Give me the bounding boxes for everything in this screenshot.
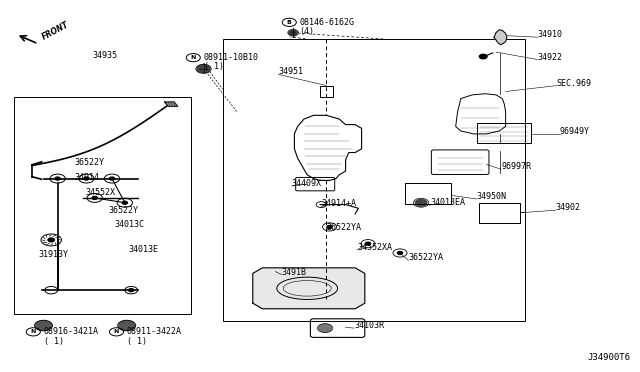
Text: 36522Y: 36522Y	[74, 158, 104, 167]
Circle shape	[129, 289, 134, 292]
Text: 08146-6162G: 08146-6162G	[300, 18, 355, 27]
Text: 34950N: 34950N	[477, 192, 507, 201]
Circle shape	[84, 177, 89, 180]
Text: 34910: 34910	[538, 30, 563, 39]
Bar	[320, 86, 333, 97]
Text: FRONT: FRONT	[40, 20, 70, 42]
Bar	[223, 39, 525, 321]
Text: 36522Y: 36522Y	[109, 206, 139, 215]
Bar	[14, 97, 191, 314]
Circle shape	[415, 199, 427, 206]
Circle shape	[288, 30, 298, 36]
Text: 34935: 34935	[93, 51, 118, 60]
Bar	[477, 123, 531, 143]
Circle shape	[479, 54, 487, 59]
Text: 34914+A: 34914+A	[321, 199, 356, 208]
Text: N: N	[31, 329, 36, 334]
Text: 08916-3421A: 08916-3421A	[44, 327, 99, 336]
Circle shape	[109, 177, 115, 180]
Text: (4): (4)	[300, 27, 314, 36]
Text: 31913Y: 31913Y	[38, 250, 68, 259]
Text: 34902: 34902	[556, 203, 580, 212]
Text: 34013E: 34013E	[128, 245, 158, 254]
Circle shape	[122, 201, 127, 204]
Bar	[479, 203, 520, 223]
Polygon shape	[253, 268, 365, 309]
Circle shape	[327, 225, 332, 228]
Text: 34013EA: 34013EA	[430, 198, 465, 207]
Text: ( 1): ( 1)	[127, 337, 147, 346]
Text: 36522YA: 36522YA	[408, 253, 444, 262]
Circle shape	[197, 65, 210, 73]
Text: SEC.969: SEC.969	[557, 78, 592, 87]
Text: ( 1): ( 1)	[44, 337, 63, 346]
Text: 34552XA: 34552XA	[357, 243, 392, 252]
Circle shape	[48, 238, 54, 242]
Circle shape	[397, 251, 403, 254]
Text: B: B	[287, 20, 292, 25]
Bar	[405, 183, 451, 204]
Polygon shape	[164, 102, 178, 106]
Circle shape	[92, 196, 97, 199]
Text: 34914: 34914	[74, 173, 99, 182]
Text: J34900T6: J34900T6	[588, 353, 630, 362]
Circle shape	[319, 324, 332, 332]
Text: 34103R: 34103R	[354, 321, 384, 330]
Circle shape	[36, 321, 51, 330]
Text: 08911-10B10: 08911-10B10	[204, 53, 259, 62]
Text: N: N	[114, 329, 119, 334]
Circle shape	[119, 321, 134, 330]
Circle shape	[365, 242, 371, 245]
Text: 08911-3422A: 08911-3422A	[127, 327, 182, 336]
Text: 3491B: 3491B	[282, 267, 307, 276]
Text: N: N	[191, 55, 196, 60]
Text: 96949Y: 96949Y	[560, 127, 590, 136]
Text: 34951: 34951	[278, 67, 303, 76]
Text: 34409X: 34409X	[292, 179, 322, 188]
Text: 34013C: 34013C	[114, 220, 144, 229]
Text: 34552X: 34552X	[85, 187, 115, 196]
Text: 34922: 34922	[538, 52, 563, 61]
Text: 96997R: 96997R	[501, 162, 531, 171]
Circle shape	[55, 177, 60, 180]
Text: ( 1): ( 1)	[204, 62, 223, 71]
Text: 36522YA: 36522YA	[326, 222, 362, 231]
Polygon shape	[494, 30, 507, 45]
